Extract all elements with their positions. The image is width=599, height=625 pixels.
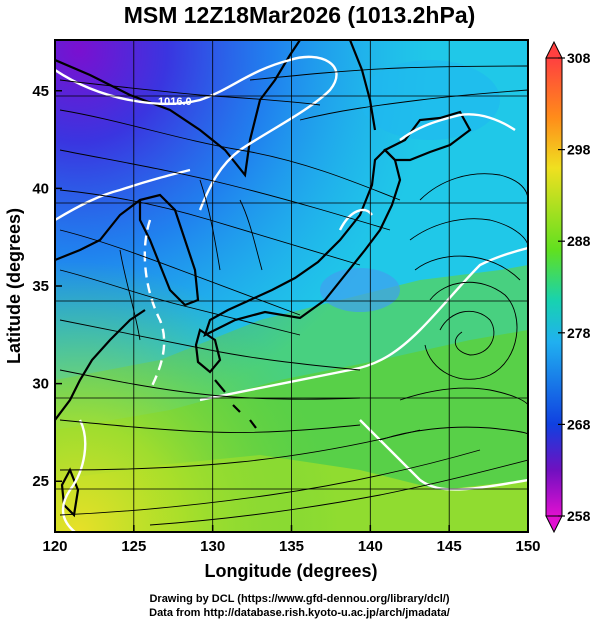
colorbar: 308 298 288 278 268 258 [545, 40, 591, 534]
colorbar-ticks: 308 298 288 278 268 258 [558, 50, 591, 524]
coast-hokkaido [383, 110, 472, 162]
coastlines [55, 40, 472, 518]
coast-korea [138, 193, 200, 307]
y-axis-label: Latitude (degrees) [4, 208, 24, 364]
y-axis-ticks: 25 30 35 40 45 [32, 83, 62, 490]
colorbar-tick-label: 298 [567, 142, 591, 158]
contour-label: 1016.0 [158, 96, 192, 108]
colorbar-tick-label: 278 [567, 325, 591, 341]
x-tick-label: 135 [279, 538, 304, 555]
coast-kyushu [194, 328, 222, 374]
colorbar-arrow-bottom [545, 515, 563, 534]
isobar-4 [61, 419, 87, 532]
x-axis-ticks: 120 125 130 135 140 145 150 [42, 525, 541, 555]
isobar-3 [143, 219, 166, 391]
coast-china [55, 199, 146, 421]
credit-drawing: Drawing by DCL (https://www.gfd-dennou.o… [149, 593, 450, 605]
temp-field-cool-east [360, 60, 500, 140]
credit-data-source: Data from http://database.rish.kyoto-u.a… [149, 607, 450, 619]
wind-streamlines [59, 65, 528, 526]
map-title: MSM 12Z18Mar2026 (1013.2hPa) [123, 2, 476, 28]
isobar-2 [55, 168, 191, 222]
x-tick-label: 145 [437, 538, 462, 555]
isobar-6 [359, 419, 528, 491]
coast-russia [55, 40, 301, 178]
colorbar-tick-label: 258 [567, 508, 591, 524]
isobar-5 [199, 246, 528, 402]
x-tick-label: 140 [358, 538, 383, 555]
y-tick-label: 25 [32, 473, 49, 490]
x-axis-label: Longitude (degrees) [204, 561, 377, 581]
colorbar-tick-label: 288 [567, 233, 591, 249]
map-grid [55, 40, 528, 532]
colorbar-tick-label: 268 [567, 416, 591, 432]
colorbar-gradient [545, 57, 563, 517]
coast-taiwan [60, 467, 80, 518]
isobar-7 [399, 113, 516, 141]
x-tick-label: 125 [121, 538, 146, 555]
y-tick-label: 35 [32, 278, 49, 295]
coast-ryukyu [214, 379, 257, 429]
y-tick-label: 40 [32, 180, 49, 197]
y-tick-label: 30 [32, 376, 49, 393]
coast-sakhalin [348, 40, 377, 131]
x-tick-label: 150 [515, 538, 540, 555]
x-tick-label: 130 [200, 538, 225, 555]
x-tick-label: 120 [42, 538, 67, 555]
colorbar-arrow-top [545, 40, 563, 59]
y-tick-label: 45 [32, 83, 49, 100]
colorbar-tick-label: 308 [567, 50, 591, 66]
